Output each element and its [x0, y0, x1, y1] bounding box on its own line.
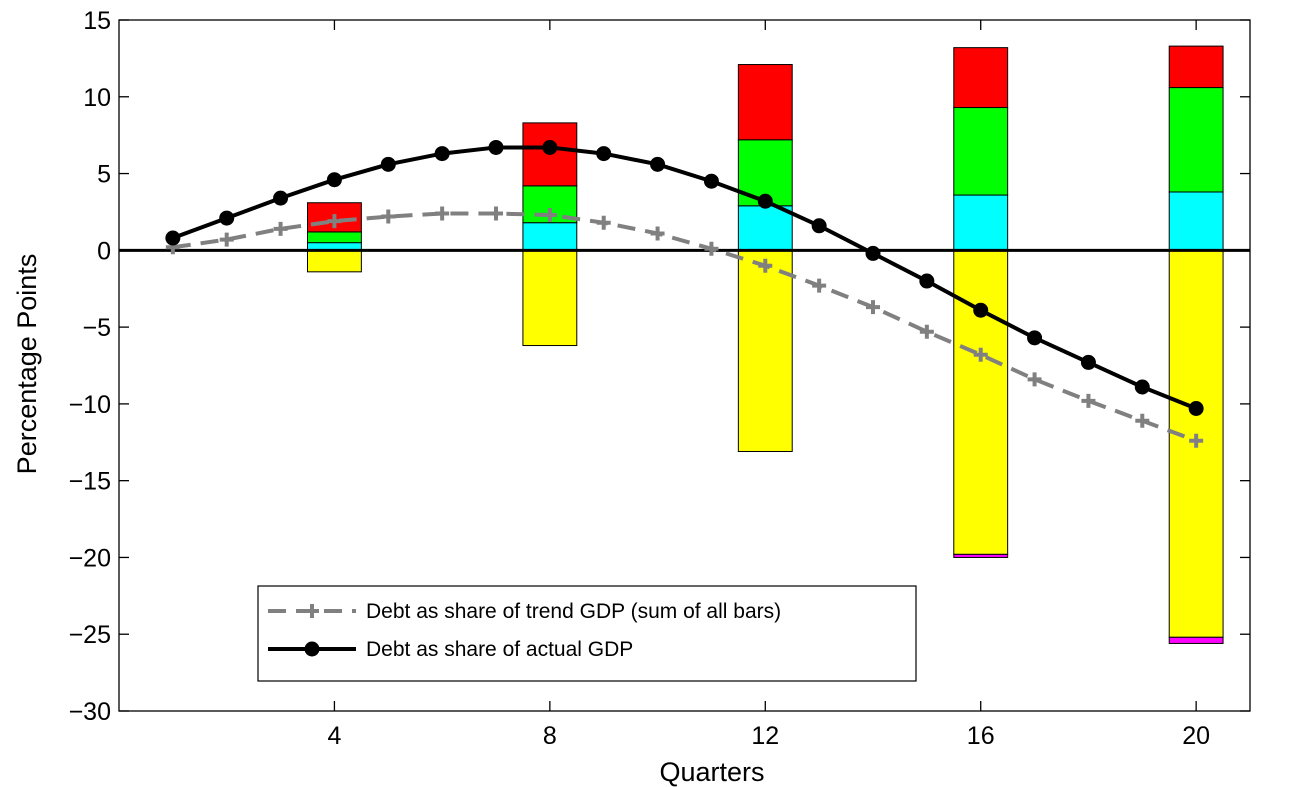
point-trend-gdp-q4 — [327, 214, 342, 229]
y-tick-label: −30 — [69, 698, 111, 726]
point-trend-gdp-q12 — [758, 258, 773, 273]
y-tick-label: −5 — [82, 314, 111, 342]
point-actual-gdp-q12 — [757, 193, 773, 209]
point-trend-gdp-q13 — [812, 278, 827, 293]
bar-segment-q12-0 — [737, 249, 793, 452]
point-actual-gdp-q2 — [219, 210, 235, 226]
legend: Debt as share of trend GDP (sum of all b… — [257, 585, 917, 682]
point-trend-gdp-q19 — [1135, 413, 1150, 428]
legend-box — [257, 585, 917, 682]
bar-segment-q20-1 — [1168, 636, 1224, 644]
y-axis-label: Percentage Points — [12, 254, 42, 475]
bar-segment-q4-3 — [307, 231, 362, 244]
point-actual-gdp-q10 — [650, 156, 666, 172]
series-line-actual-gdp — [172, 145, 1197, 411]
point-trend-gdp-q10 — [650, 226, 665, 241]
legend-swatch-actual-gdp — [268, 641, 356, 657]
point-actual-gdp-q19 — [1134, 379, 1150, 395]
point-trend-gdp-q14 — [866, 300, 880, 315]
bar-segment-q8-2 — [522, 222, 578, 251]
y-tick-label: −10 — [69, 391, 111, 419]
x-tick-label: 4 — [327, 722, 341, 750]
point-trend-gdp-q7 — [489, 206, 503, 221]
series-lines — [165, 139, 1204, 448]
y-tick-label: −20 — [69, 544, 111, 572]
x-tick-label: 16 — [967, 722, 995, 750]
point-actual-gdp-q8 — [542, 139, 558, 155]
point-actual-gdp-q13 — [811, 218, 827, 234]
point-trend-gdp-q5 — [381, 209, 396, 224]
point-actual-gdp-q17 — [1027, 330, 1043, 346]
bar-segment-q8-0 — [522, 249, 578, 347]
legend-swatch-trend-gdp — [268, 604, 356, 618]
point-trend-gdp-q6 — [435, 206, 450, 221]
y-tick-label: 15 — [83, 7, 111, 35]
point-actual-gdp-q11 — [703, 173, 719, 189]
axes-frame — [118, 19, 1251, 712]
point-trend-gdp-q11 — [704, 241, 719, 256]
tick-labels: 15 10 5 0 −5 −10 −15 −20 −25 −30 4 8 12 16 20 — [69, 7, 1210, 750]
point-actual-gdp-q15 — [919, 273, 935, 289]
legend-label-actual-gdp: Debt as share of actual GDP — [366, 638, 633, 661]
point-actual-gdp-q14 — [865, 245, 881, 261]
bar-segment-q16-3 — [953, 107, 1009, 196]
point-actual-gdp-q6 — [434, 146, 450, 162]
y-tick-label: −25 — [69, 621, 111, 649]
bar-segment-q20-4 — [1168, 45, 1224, 89]
y-tick-label: 0 — [97, 237, 111, 265]
x-axis-label: Quarters — [659, 757, 764, 787]
bar-segment-q16-1 — [953, 553, 1009, 558]
point-trend-gdp-q9 — [596, 215, 611, 230]
bar-segment-q4-0 — [307, 249, 362, 273]
point-actual-gdp-q18 — [1080, 354, 1096, 370]
point-trend-gdp-q8 — [542, 208, 557, 223]
x-tick-label: 12 — [751, 722, 779, 750]
bar-segment-q12-4 — [737, 64, 793, 141]
y-tick-label: −15 — [69, 468, 111, 496]
point-trend-gdp-q18 — [1081, 393, 1096, 408]
point-trend-gdp-q16 — [973, 347, 988, 362]
legend-marker-actual-gdp — [304, 641, 320, 657]
axes — [118, 19, 1251, 712]
x-tick-label: 8 — [543, 722, 557, 750]
bar-segment-q12-2 — [737, 205, 793, 251]
y-tick-label: 5 — [97, 161, 111, 189]
point-actual-gdp-q9 — [596, 146, 612, 162]
point-actual-gdp-q16 — [973, 302, 989, 318]
legend-marker-trend-gdp — [305, 604, 319, 618]
bar-segment-q20-2 — [1168, 191, 1224, 251]
point-trend-gdp-q20 — [1189, 433, 1204, 448]
bar-segment-q20-3 — [1168, 87, 1224, 193]
bar-segment-q16-4 — [953, 47, 1009, 109]
point-actual-gdp-q7 — [488, 139, 504, 155]
point-trend-gdp-q17 — [1027, 372, 1042, 387]
point-actual-gdp-q4 — [326, 172, 342, 188]
stacked-bars — [307, 45, 1224, 644]
point-actual-gdp-q1 — [165, 230, 181, 246]
point-actual-gdp-q3 — [273, 190, 289, 206]
point-trend-gdp-q3 — [273, 221, 288, 236]
bar-segment-q16-2 — [953, 194, 1009, 251]
x-tick-label: 20 — [1182, 722, 1210, 750]
y-tick-label: 10 — [83, 84, 111, 112]
point-actual-gdp-q5 — [380, 156, 396, 172]
series-line-trend-gdp — [172, 211, 1197, 443]
legend-label-trend-gdp: Debt as share of trend GDP (sum of all b… — [366, 600, 781, 623]
bar-segment-q16-0 — [953, 249, 1009, 555]
point-trend-gdp-q15 — [919, 324, 934, 339]
point-actual-gdp-q20 — [1188, 400, 1204, 416]
point-trend-gdp-q2 — [219, 232, 234, 247]
